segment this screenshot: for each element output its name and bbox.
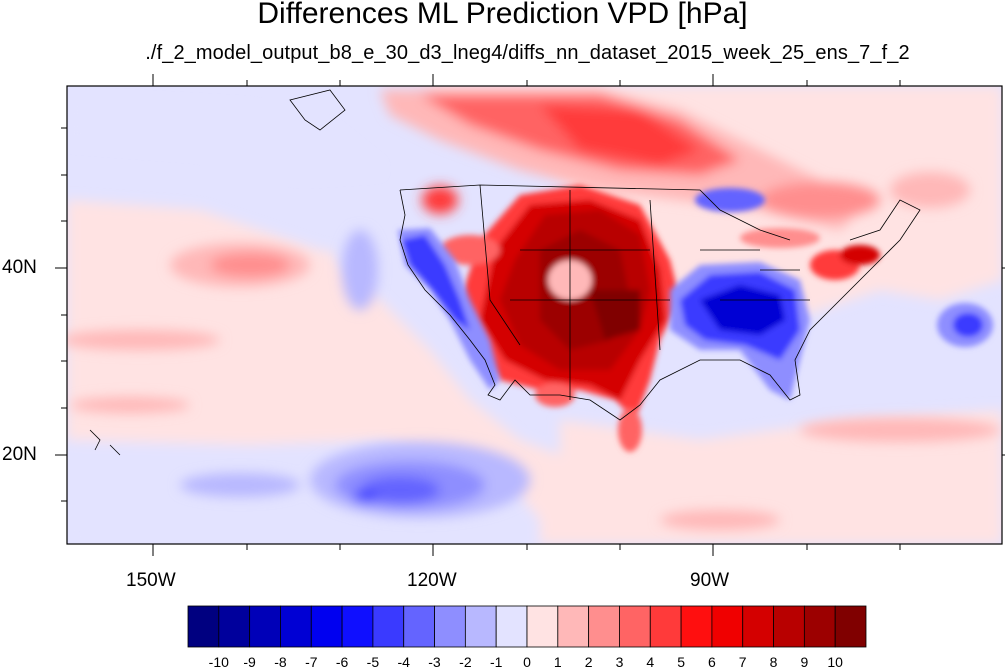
colorbar-box [711,605,744,648]
colorbar-box [742,605,774,648]
colorbar-box [557,605,590,648]
colorbar-tick-label: -5 [366,654,380,670]
colorbar-box [403,605,435,648]
colorbar-tick-label: -4 [397,654,410,670]
colorbar-tick-label: -7 [305,654,318,670]
colorbar-box [526,605,559,648]
colorbar-box [310,605,343,648]
lat-label-20n: 20N [2,444,37,465]
colorbar-box [218,605,251,648]
colorbar-tick-label: 7 [738,654,747,670]
colorbar-tick-label: -10 [208,654,229,670]
colorbar-tick-label: -3 [428,654,441,670]
colorbar-tick-label: -2 [459,654,472,670]
colorbar-tick-label: 2 [584,654,593,670]
colorbar-box [649,605,682,648]
colorbar-box [372,605,405,648]
colorbar-box [187,605,220,648]
colorbar-tick-label: 6 [707,654,716,670]
colorbar-box [280,605,312,648]
colorbar-box [434,605,466,648]
colorbar-tick-label: 9 [800,654,809,670]
lon-label-150w: 150W [126,570,176,591]
colorbar-tick-label: 4 [646,654,655,670]
colorbar-tick-label: 5 [677,654,685,670]
lon-label-120w: 120W [407,570,457,591]
colorbar-tick-label: 8 [769,654,778,670]
colorbar-box [773,605,805,648]
colorbar-box [680,605,713,648]
colorbar-tick-label: 1 [553,654,562,670]
colorbar-box [495,605,528,648]
colorbar-tick-label: -6 [335,654,349,670]
colorbar-tick-label: -8 [274,654,287,670]
colorbar-tick-label: 10 [827,654,843,670]
colorbar-box [619,605,651,648]
colorbar-tick-label: 3 [615,654,624,670]
colorbar-box [464,605,497,648]
map-subtitle: ./f_2_model_output_b8_e_30_d3_lneg4/diff… [145,42,910,64]
colorbar-box [249,605,281,648]
colorbar-box [341,605,374,648]
lon-label-90w: 90W [690,570,730,591]
colorbar-tick-label: -9 [243,654,256,670]
map-title: Differences ML Prediction VPD [hPa] [257,0,748,30]
colorbar-tick-label: -1 [489,654,503,670]
colorbar-box [803,605,836,648]
lat-label-40n: 40N [2,257,37,278]
colorbar [187,605,867,648]
colorbar-box [588,605,620,648]
colorbar-tick-label: 0 [523,654,531,670]
axis-ticks [55,74,1005,556]
colorbar-box [834,605,867,648]
coastline [89,89,921,456]
contour-field [67,86,1002,544]
